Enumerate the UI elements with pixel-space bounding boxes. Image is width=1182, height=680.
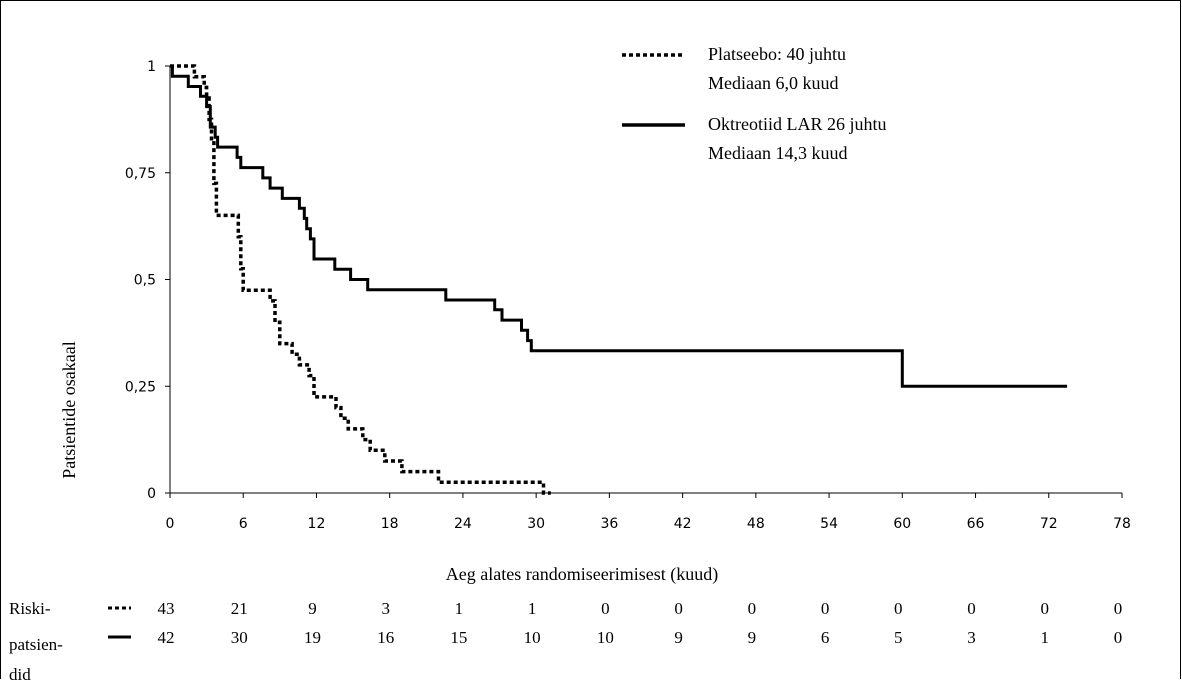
x-axis-title: Aeg alates randomiseerimisest (kuud) xyxy=(446,564,718,585)
x-tick-label: 12 xyxy=(308,516,326,532)
risk-count: 9 xyxy=(674,628,683,647)
risk-count: 3 xyxy=(967,628,976,647)
x-tick-label: 30 xyxy=(527,516,545,532)
risk-count: 19 xyxy=(304,628,321,647)
risk-count: 0 xyxy=(1114,628,1123,647)
x-tick-label: 60 xyxy=(893,516,911,532)
x-tick-label: 36 xyxy=(600,516,618,532)
legend-entry-name: Oktreotiid LAR 26 juhtu xyxy=(708,114,887,134)
y-tick-label: 0,5 xyxy=(134,273,156,289)
risk-count: 15 xyxy=(450,628,467,647)
risk-count: 0 xyxy=(967,599,976,618)
series-line-octreotide xyxy=(170,64,1068,388)
y-axis-title: Patsientide osakaal xyxy=(59,341,79,478)
risk-table-label: did xyxy=(9,665,31,680)
x-tick-label: 0 xyxy=(166,516,175,532)
risk-table-label: patsien- xyxy=(9,635,63,654)
legend-entry-name: Platseebo: 40 juhtu xyxy=(708,44,846,64)
risk-count: 0 xyxy=(601,599,610,618)
series-layer xyxy=(170,64,1068,495)
risk-count: 3 xyxy=(381,599,390,618)
x-tick-label: 54 xyxy=(820,516,838,532)
x-tick-label: 48 xyxy=(747,516,765,532)
risk-count: 5 xyxy=(894,628,903,647)
y-tick-label: 0,25 xyxy=(125,379,156,395)
risk-count: 9 xyxy=(748,628,757,647)
risk-count: 43 xyxy=(158,599,175,618)
legend-entry-median: Mediaan 6,0 kuud xyxy=(708,73,838,93)
risk-count: 0 xyxy=(1041,599,1050,618)
risk-count: 0 xyxy=(674,599,683,618)
risk-count: 10 xyxy=(597,628,614,647)
risk-table-label: Riski- xyxy=(9,599,51,618)
risk-count: 9 xyxy=(308,599,317,618)
risk-count: 1 xyxy=(1041,628,1050,647)
risk-count: 10 xyxy=(524,628,541,647)
risk-count: 0 xyxy=(894,599,903,618)
risk-count: 0 xyxy=(748,599,757,618)
x-tick-label: 42 xyxy=(674,516,692,532)
risk-count: 0 xyxy=(1114,599,1123,618)
axes: 0 0,25 0,5 0,75 1 0 6 12 18 24 30 36 42 48 54 60 66 72 78 xyxy=(125,59,1131,532)
risk-count: 0 xyxy=(821,599,830,618)
x-tick-label: 18 xyxy=(381,516,399,532)
risk-count: 1 xyxy=(528,599,537,618)
risk-count: 16 xyxy=(377,628,394,647)
x-tick-label: 78 xyxy=(1113,516,1131,532)
risk-count: 30 xyxy=(231,628,248,647)
x-tick-label: 24 xyxy=(454,516,472,532)
y-tick-label: 0 xyxy=(147,486,156,502)
risk-count: 6 xyxy=(821,628,830,647)
risk-count: 1 xyxy=(455,599,464,618)
x-tick-label: 72 xyxy=(1040,516,1058,532)
x-tick-label: 66 xyxy=(967,516,985,532)
risk-count: 42 xyxy=(158,628,175,647)
legend: Platseebo: 40 juhtu Mediaan 6,0 kuud Oktre… xyxy=(622,44,887,163)
y-tick-label: 0,75 xyxy=(125,166,156,182)
risk-count: 21 xyxy=(231,599,248,618)
y-tick-label: 1 xyxy=(147,59,156,75)
x-tick-label: 6 xyxy=(239,516,248,532)
legend-entry-median: Mediaan 14,3 kuud xyxy=(708,143,847,163)
